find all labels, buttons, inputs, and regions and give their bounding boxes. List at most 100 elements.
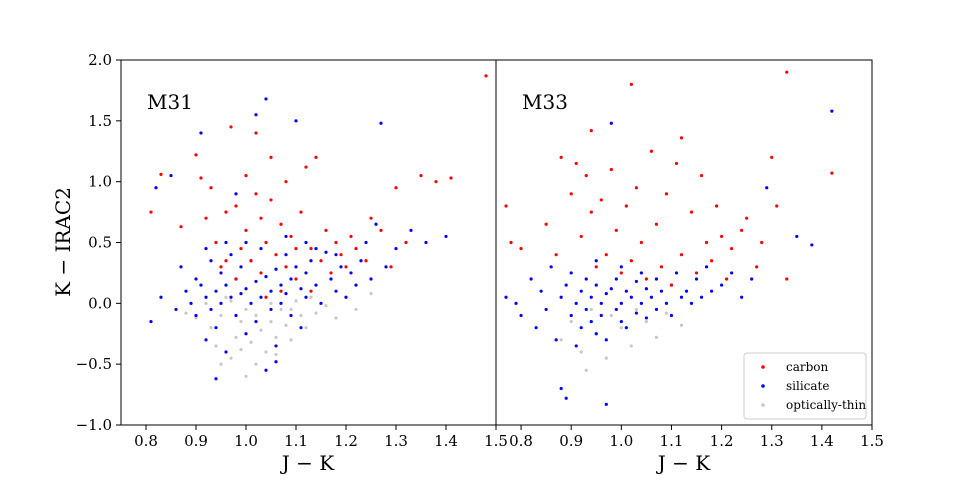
point-silicate — [830, 109, 834, 113]
point-optically-thin — [629, 344, 633, 348]
point-silicate — [239, 292, 243, 296]
point-carbon — [599, 198, 603, 202]
point-carbon — [194, 153, 198, 157]
point-silicate — [574, 301, 578, 305]
x-tick-label-m33: 1.5 — [860, 432, 884, 450]
point-silicate — [709, 289, 714, 293]
point-silicate — [149, 319, 153, 324]
point-carbon — [339, 253, 343, 257]
point-carbon — [294, 246, 298, 251]
point-silicate — [564, 396, 568, 400]
point-carbon — [709, 259, 714, 263]
point-silicate — [194, 313, 198, 318]
point-optically-thin — [289, 338, 293, 342]
panel-title-m33: M33 — [522, 90, 568, 114]
point-optically-thin — [679, 323, 684, 327]
x-tick-label-m33: 1.2 — [710, 432, 734, 450]
point-silicate — [279, 283, 283, 287]
point-silicate — [204, 338, 208, 342]
point-silicate — [730, 271, 734, 275]
point-silicate — [274, 360, 278, 364]
x-tick-label-m31: 1.1 — [284, 432, 308, 450]
point-optically-thin — [244, 307, 248, 312]
point-silicate — [274, 344, 278, 348]
point-optically-thin — [559, 338, 563, 342]
point-carbon — [244, 228, 248, 232]
y-tick-label: −0.5 — [76, 355, 112, 373]
point-silicate — [189, 301, 193, 305]
point-silicate — [289, 277, 293, 281]
point-optically-thin — [584, 368, 588, 372]
point-silicate — [264, 368, 268, 372]
point-silicate — [379, 121, 383, 125]
point-silicate — [234, 313, 238, 318]
point-carbon — [760, 240, 764, 245]
point-optically-thin — [619, 326, 623, 330]
point-silicate — [639, 271, 643, 275]
point-carbon — [504, 204, 508, 208]
point-carbon — [664, 192, 669, 196]
point-silicate — [214, 289, 218, 293]
point-silicate — [254, 113, 258, 117]
point-optically-thin — [184, 311, 188, 315]
point-silicate — [339, 265, 343, 269]
point-silicate — [624, 289, 628, 293]
point-silicate — [619, 301, 623, 305]
point-silicate — [554, 338, 558, 342]
point-optically-thin — [314, 311, 318, 315]
point-silicate — [519, 313, 523, 318]
point-silicate — [644, 316, 649, 320]
point-carbon — [269, 155, 273, 159]
point-carbon — [669, 283, 674, 287]
point-carbon — [179, 225, 183, 229]
point-carbon — [279, 222, 283, 226]
point-silicate — [579, 326, 583, 330]
point-silicate — [214, 377, 218, 381]
point-optically-thin — [354, 307, 358, 312]
point-silicate — [174, 307, 178, 312]
point-silicate — [694, 277, 699, 281]
point-optically-thin — [274, 352, 278, 357]
panel-title-m31: M31 — [147, 90, 193, 114]
point-carbon — [209, 186, 213, 190]
point-carbon — [309, 289, 313, 293]
point-optically-thin — [644, 319, 649, 324]
y-tick-label: 0.0 — [88, 294, 112, 312]
ticks-m31: 0.8 0.9 1.0 1.1 1.2 1.3 1.4 1.5 −1.0 −0.5 0.0 0.5 1.… — [76, 51, 508, 450]
point-optically-thin — [194, 316, 198, 320]
point-optically-thin — [234, 335, 238, 339]
point-carbon — [149, 210, 153, 214]
point-silicate — [154, 186, 158, 190]
point-carbon — [279, 289, 283, 293]
point-silicate — [634, 311, 638, 315]
point-silicate — [284, 292, 288, 296]
point-optically-thin — [249, 340, 253, 344]
point-carbon — [234, 204, 238, 208]
point-optically-thin — [579, 350, 583, 354]
point-carbon — [379, 228, 383, 232]
point-silicate — [229, 295, 233, 299]
point-silicate — [224, 240, 228, 245]
point-silicate — [619, 319, 623, 324]
point-silicate — [224, 283, 228, 287]
legend-label-silicate: silicate — [786, 379, 829, 393]
point-silicate — [199, 131, 203, 135]
y-tick-label: −1.0 — [76, 416, 112, 434]
point-carbon — [654, 222, 659, 226]
legend-marker-silicate — [761, 384, 765, 388]
point-optically-thin — [334, 316, 338, 320]
point-silicate — [314, 283, 318, 287]
point-optically-thin — [224, 295, 228, 299]
point-optically-thin — [269, 301, 273, 305]
point-carbon — [244, 173, 248, 178]
point-silicate — [299, 326, 303, 330]
x-tick-label-m31: 1.0 — [234, 432, 258, 450]
point-carbon — [594, 265, 598, 269]
point-silicate — [619, 265, 623, 269]
legend-marker-optically-thin — [761, 403, 765, 407]
point-silicate — [284, 253, 288, 257]
point-optically-thin — [214, 344, 218, 348]
point-carbon — [259, 271, 263, 275]
point-silicate — [589, 319, 593, 324]
point-silicate — [204, 246, 208, 251]
